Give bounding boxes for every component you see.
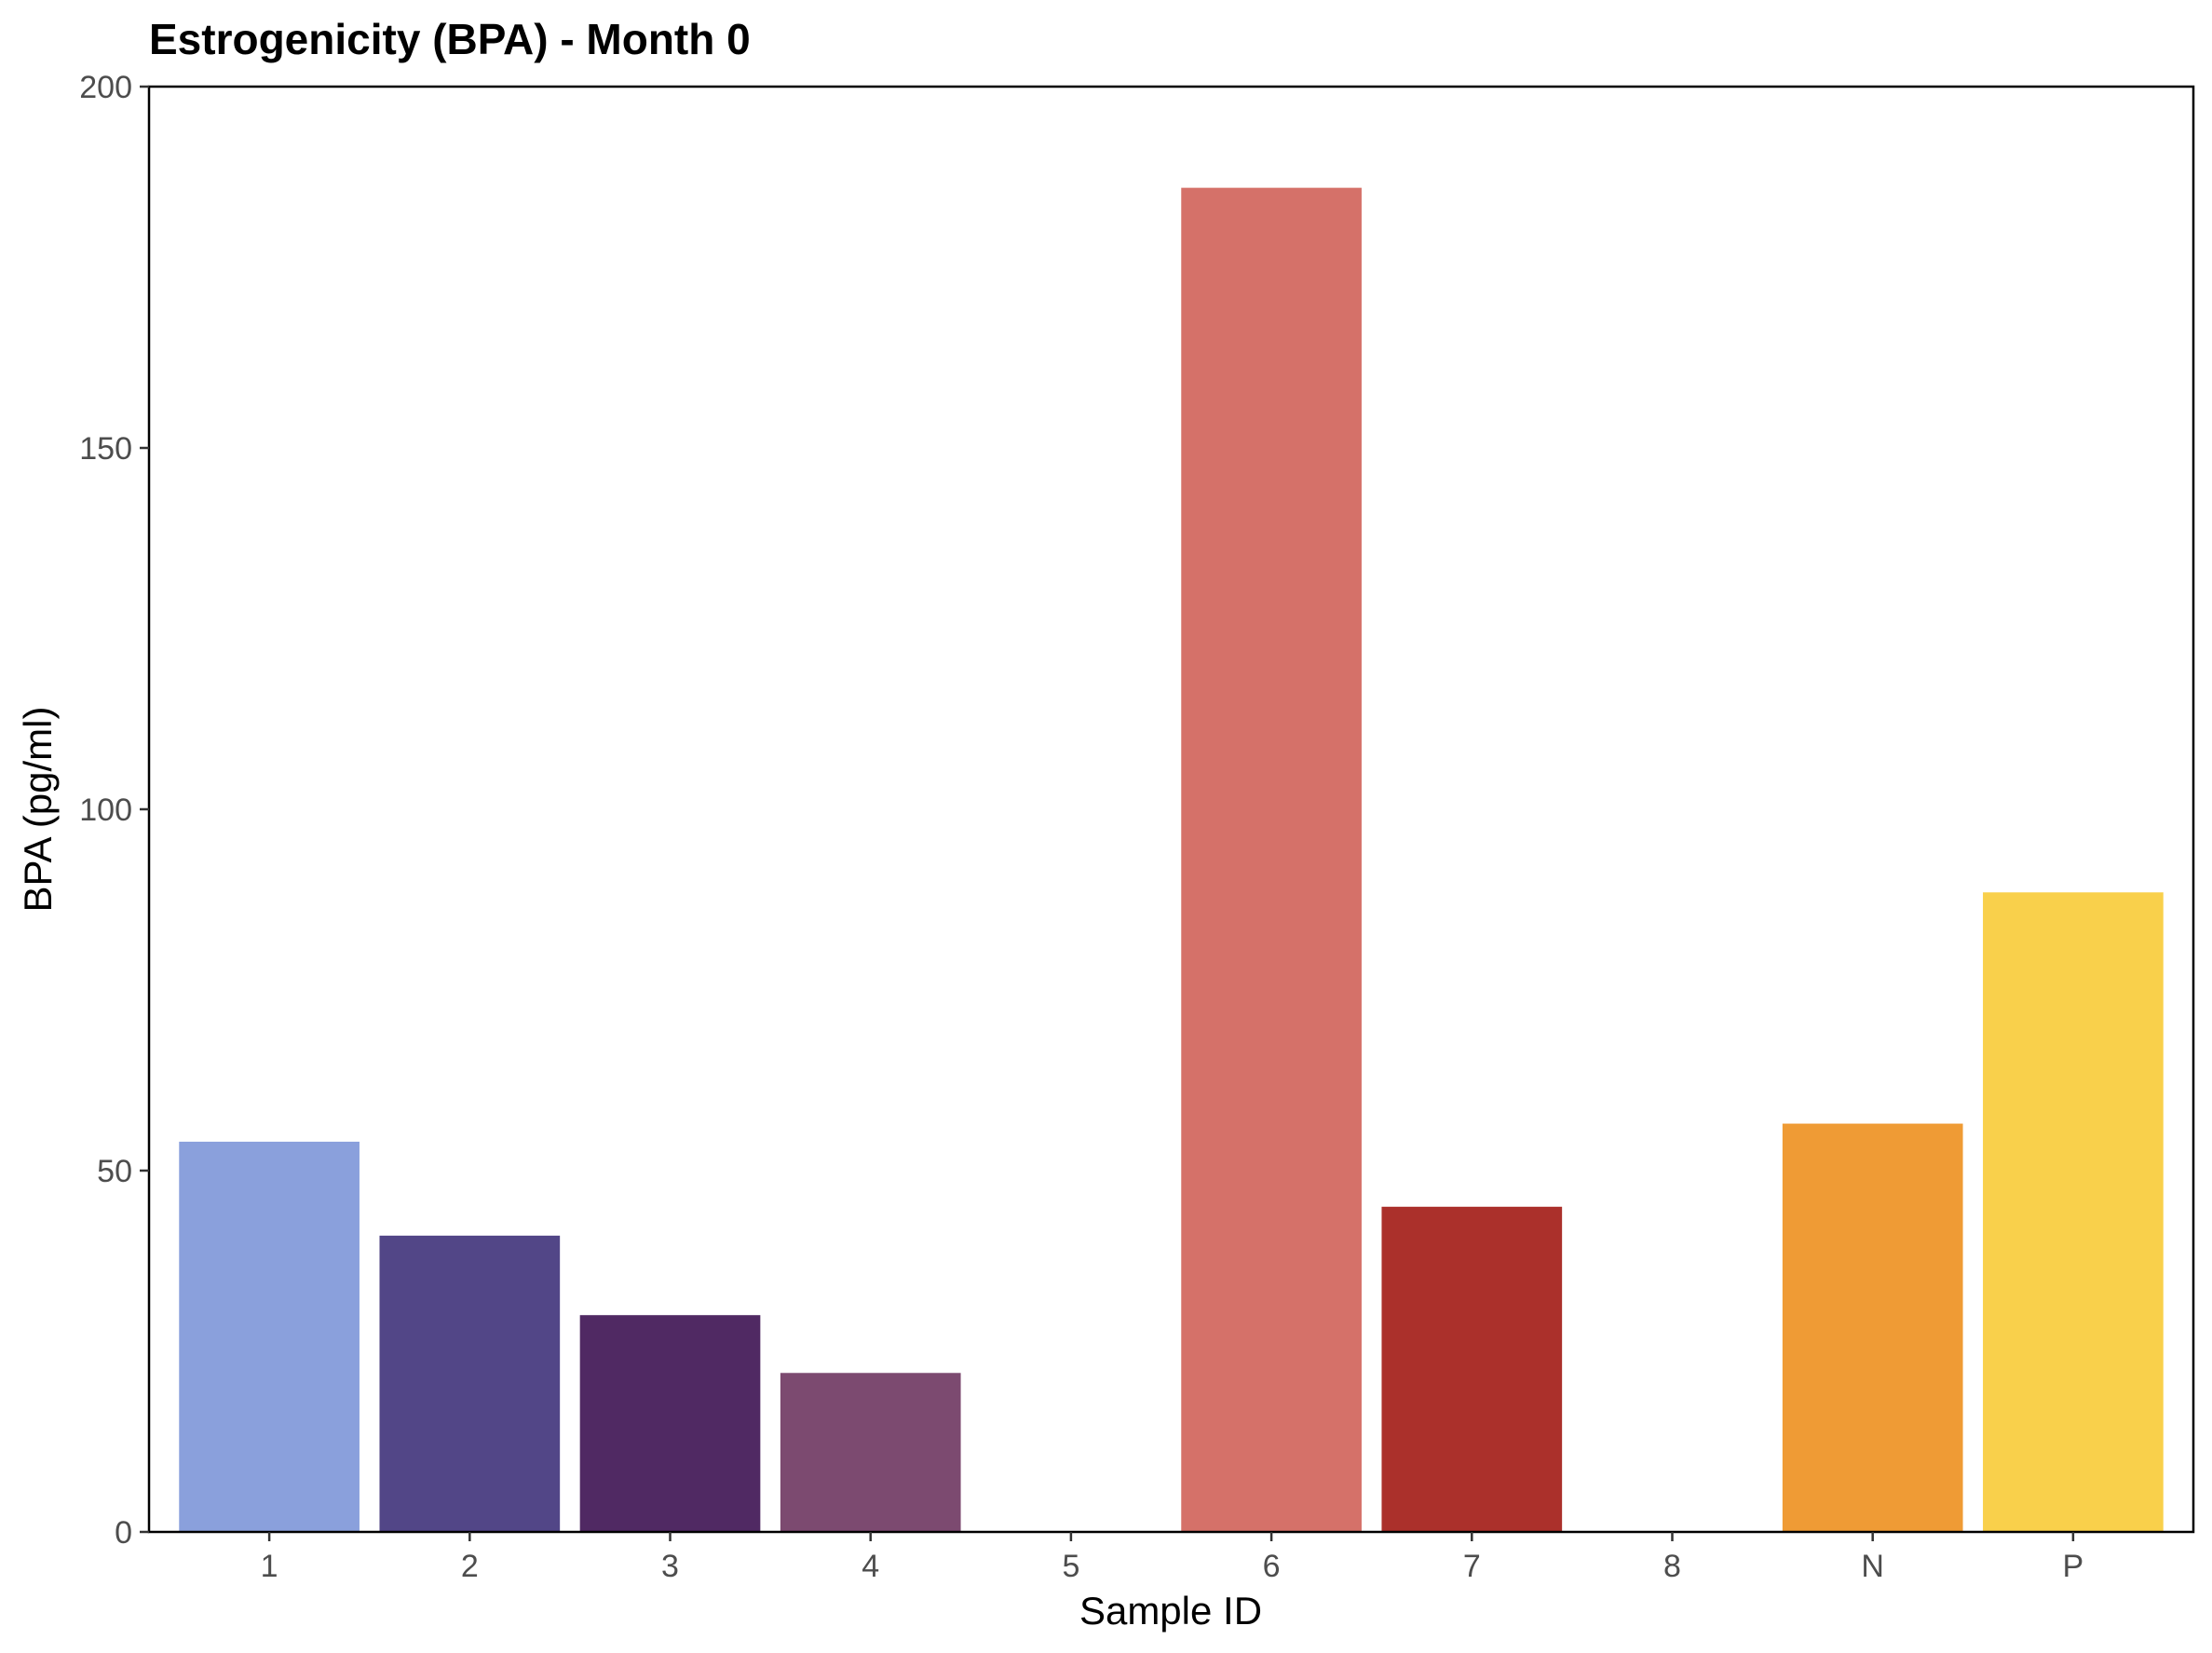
x-tick-label-6: 6 (1263, 1549, 1281, 1584)
x-axis: 1 2 3 4 5 6 7 8 N P (261, 1532, 2084, 1584)
x-tick-label-5: 5 (1062, 1549, 1079, 1584)
y-axis-title: BPA (pg/ml) (16, 707, 60, 913)
x-tick-label-3: 3 (661, 1549, 679, 1584)
x-tick-label-2: 2 (461, 1549, 479, 1584)
x-tick-label-4: 4 (862, 1549, 879, 1584)
bar-2 (379, 1235, 561, 1532)
bar-N (1782, 1123, 1963, 1532)
x-tick-label-P: P (2063, 1549, 2084, 1584)
x-tick-label-8: 8 (1663, 1549, 1681, 1584)
chart-title: Estrogenicity (BPA) - Month 0 (149, 15, 751, 63)
bars-group (179, 187, 2164, 1532)
x-axis-title: Sample ID (1079, 1589, 1262, 1633)
y-tick-label-50: 50 (97, 1154, 132, 1189)
y-tick-label-0: 0 (115, 1515, 132, 1551)
bar-7 (1381, 1206, 1563, 1532)
bar-P (1983, 892, 2164, 1532)
bar-1 (179, 1141, 360, 1532)
x-tick-label-7: 7 (1463, 1549, 1481, 1584)
y-axis: 0 50 100 150 200 (79, 70, 149, 1551)
x-tick-label-1: 1 (261, 1549, 278, 1584)
bar-4 (780, 1373, 961, 1532)
y-tick-label-150: 150 (79, 431, 132, 467)
y-tick-label-100: 100 (79, 793, 132, 828)
bar-6 (1181, 187, 1362, 1532)
y-tick-label-200: 200 (79, 70, 132, 105)
bar-3 (579, 1315, 761, 1532)
x-tick-label-N: N (1861, 1549, 1884, 1584)
